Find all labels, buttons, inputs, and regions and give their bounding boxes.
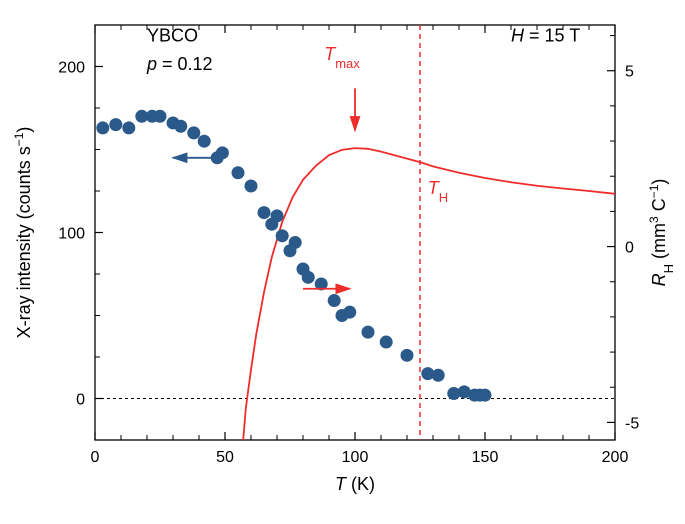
x-tick-label: 50 <box>216 449 234 466</box>
annotation-ybco: YBCO <box>147 26 198 46</box>
yright-tick-label: 0 <box>625 240 634 257</box>
xray-point <box>174 120 187 133</box>
yright-tick-label: 5 <box>625 64 634 81</box>
annotation-th: TH <box>428 178 448 205</box>
annotation-pval: p = 0.12 <box>146 54 213 74</box>
xray-point <box>479 389 492 402</box>
xray-point <box>154 110 167 123</box>
xray-point <box>122 121 135 134</box>
chart-container: 0 50 100 150 200 0 100 200 -5 0 5 T (K) X-ray intens… <box>0 0 685 524</box>
xray-point <box>187 126 200 139</box>
chart-svg: 0 50 100 150 200 0 100 200 -5 0 5 T (K) X-ray intens… <box>0 0 685 524</box>
xray-point <box>289 236 302 249</box>
xray-point <box>328 294 341 307</box>
xray-point <box>276 229 289 242</box>
yleft-tick-label: 100 <box>58 226 85 243</box>
yright-axis-label: RH (mm3 C−1) <box>647 179 676 287</box>
xray-point <box>380 336 393 349</box>
xray-point <box>245 180 258 193</box>
x-tick-label: 200 <box>602 449 629 466</box>
xray-point <box>96 121 109 134</box>
xray-point <box>198 135 211 148</box>
plot-frame <box>95 25 615 440</box>
yleft-tick-label: 200 <box>58 60 85 77</box>
yright-tick-label: -5 <box>625 415 639 432</box>
annotation-tmax: Tmax <box>324 44 360 71</box>
xray-point <box>343 306 356 319</box>
xray-point <box>232 166 245 179</box>
annotation-hval: H = 15 T <box>511 26 580 46</box>
x-tick-label: 100 <box>342 449 369 466</box>
xray-point <box>109 118 122 131</box>
xray-point <box>432 369 445 382</box>
yleft-tick-label: 0 <box>76 392 85 409</box>
xray-point <box>362 326 375 339</box>
xray-point <box>271 209 284 222</box>
x-tick-label: 150 <box>472 449 499 466</box>
x-axis-label: T (K) <box>335 474 375 494</box>
xray-point <box>302 271 315 284</box>
yleft-axis-label: X-ray intensity (counts s−1) <box>12 127 34 339</box>
x-tick-label: 0 <box>91 449 100 466</box>
xray-point <box>258 206 271 219</box>
xray-point <box>401 349 414 362</box>
